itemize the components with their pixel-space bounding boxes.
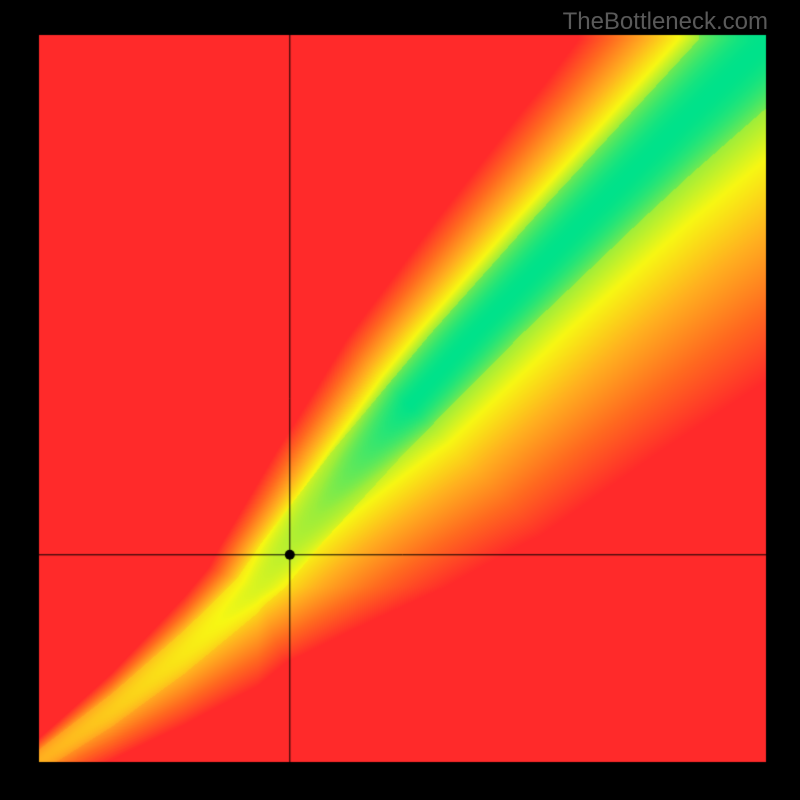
watermark-label: TheBottleneck.com xyxy=(563,8,768,36)
bottleneck-heatmap xyxy=(0,0,800,800)
chart-container: TheBottleneck.com xyxy=(0,0,800,800)
